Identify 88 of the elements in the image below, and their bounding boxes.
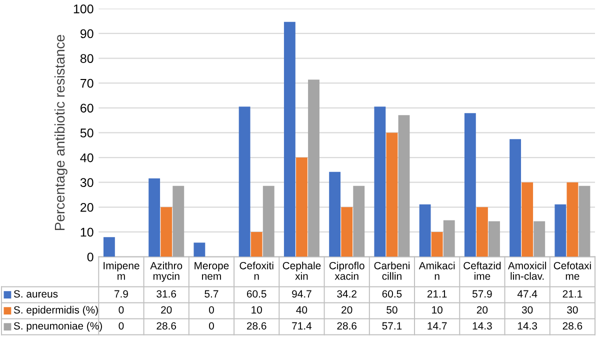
x-tick-label: Carbenicillin	[374, 262, 410, 280]
data-label: 71.4	[292, 322, 312, 330]
bar	[488, 221, 500, 257]
bar	[341, 207, 353, 257]
bar	[374, 106, 386, 257]
legend-label: S. epidermidis (%)	[14, 306, 98, 316]
data-label: 21.1	[562, 290, 582, 298]
bar	[554, 204, 566, 257]
x-tick-label: Amoxicillin-clav.	[508, 262, 546, 280]
data-label: 20	[342, 306, 352, 314]
bar	[103, 237, 115, 257]
data-label: 10	[252, 306, 262, 314]
data-label: 28.6	[337, 322, 357, 330]
bar	[419, 204, 431, 257]
bar	[194, 242, 206, 257]
legend-label: S. pneumoniae (%)	[14, 322, 102, 332]
y-tick-label: 70	[80, 78, 94, 88]
x-tick-label: Amikacin	[418, 262, 455, 280]
x-tick-label: Ceftazidime	[464, 262, 501, 280]
y-tick-label: 60	[80, 104, 94, 113]
data-label: 0	[118, 306, 124, 314]
data-label: 40	[296, 306, 308, 314]
y-tick-label: 10	[80, 228, 94, 237]
bar	[431, 232, 443, 257]
data-label: 30	[522, 306, 533, 314]
bar	[308, 80, 320, 257]
y-tick-label: 90	[80, 29, 94, 38]
data-label: 50	[386, 306, 398, 314]
x-tick-label: Cefotaxime	[554, 262, 591, 280]
data-label: 34.2	[337, 290, 356, 298]
bar	[250, 232, 262, 257]
data-label: 30	[567, 306, 578, 314]
y-tick-label: 40	[80, 153, 94, 162]
y-tick-label: 30	[80, 178, 94, 187]
data-label: 7.9	[114, 290, 128, 298]
bar	[172, 186, 184, 257]
data-label: 20	[476, 306, 488, 314]
bar	[476, 207, 488, 257]
data-label: 0	[208, 306, 214, 314]
bar	[353, 186, 365, 257]
y-tick-label: 100	[74, 4, 94, 14]
bar	[566, 182, 578, 257]
legend-label: S. aureus	[14, 290, 58, 298]
data-label: 57.9	[472, 290, 492, 298]
bar	[262, 186, 274, 257]
x-tick-label: Cephalexin	[282, 262, 321, 280]
bar	[522, 182, 534, 257]
bar	[329, 172, 341, 257]
y-axis-title: Percentage antibiotic resistance	[54, 34, 68, 230]
bar	[534, 221, 546, 257]
y-tick-label: 20	[80, 202, 94, 212]
bar	[386, 132, 398, 257]
y-tick-label: 50	[80, 128, 94, 138]
data-label: 14.7	[428, 322, 447, 330]
data-label: 28.6	[246, 322, 266, 330]
data-label: 5.7	[204, 290, 218, 298]
data-label: 0	[118, 322, 124, 330]
x-tick-label: Ciprofloxacin	[329, 262, 364, 280]
data-label: 94.7	[292, 290, 312, 298]
bar	[398, 115, 410, 257]
bar	[238, 106, 250, 257]
data-label: 21.1	[427, 290, 447, 298]
data-label: 60.5	[382, 290, 402, 298]
data-label: 57.1	[382, 322, 402, 330]
data-label: 47.4	[517, 290, 538, 298]
data-label: 14.3	[518, 322, 538, 330]
bar	[148, 178, 160, 257]
bar	[160, 207, 172, 257]
bar	[464, 113, 476, 257]
bar	[284, 22, 296, 257]
x-tick-label: Imipenem	[104, 262, 140, 280]
bar	[443, 220, 455, 257]
x-tick-label: Azithromycin	[150, 262, 182, 282]
bar	[510, 139, 522, 257]
data-label: 28.6	[562, 322, 582, 330]
data-label: 20	[161, 306, 172, 314]
bar	[578, 186, 590, 257]
x-tick-label: Cefoxitin	[240, 262, 274, 280]
bar	[296, 158, 308, 257]
data-label: 10	[432, 306, 442, 314]
data-label: 0	[208, 322, 214, 330]
data-label: 60.5	[246, 290, 266, 298]
data-label: 28.6	[156, 322, 176, 330]
data-label: 14.3	[472, 322, 492, 330]
y-tick-label: 0	[87, 252, 94, 262]
y-tick-label: 80	[80, 54, 94, 63]
x-tick-label: Meropenem	[194, 262, 229, 280]
data-label: 31.6	[156, 290, 176, 298]
